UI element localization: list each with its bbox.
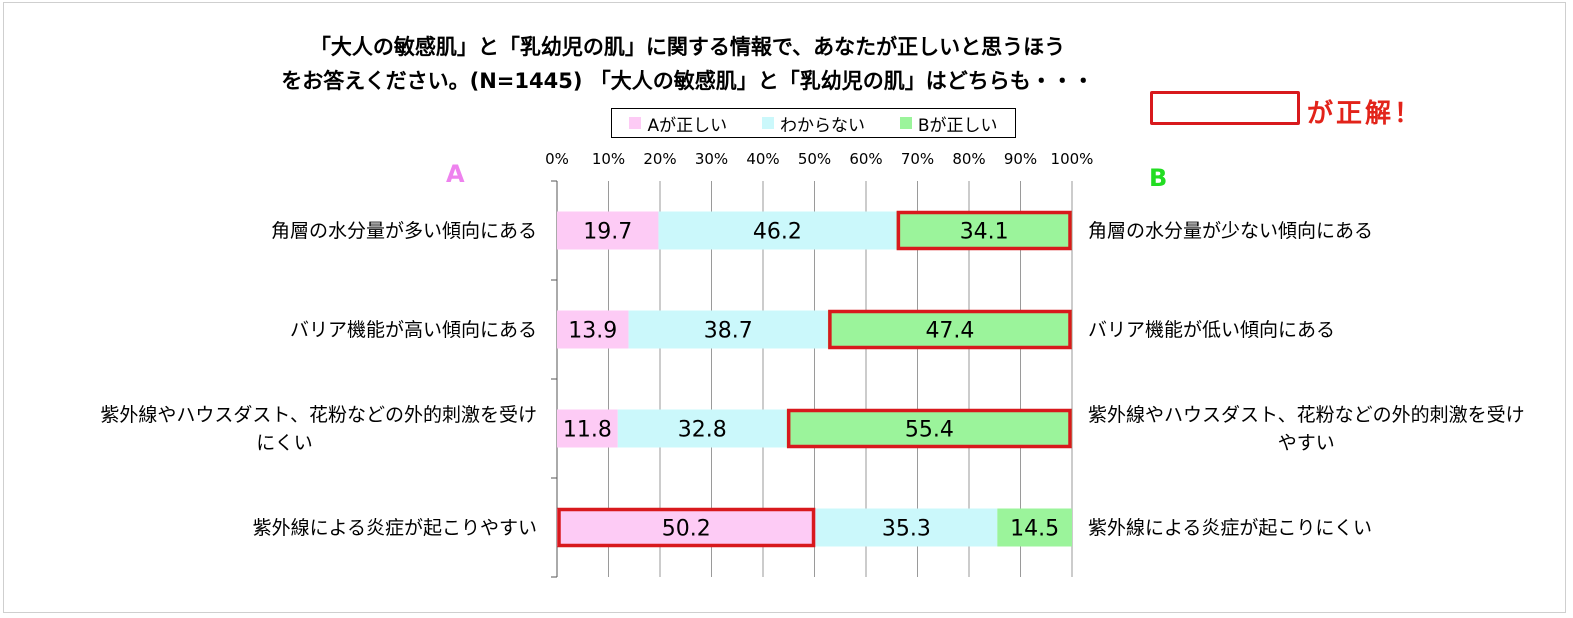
x-tick-label: 10% — [592, 150, 625, 168]
bar-segment-b — [786, 409, 1072, 448]
bar-segment-a — [557, 409, 618, 448]
legend-item-a: Aが正しい — [629, 111, 727, 136]
category-label-a: 紫外線やハウスダスト、花粉などの外的刺激を受け にくい — [100, 403, 537, 454]
bar-segment-a — [557, 508, 816, 547]
x-tick-label: 0% — [545, 150, 569, 168]
category-label-b: バリア機能が低い傾向にある — [1088, 318, 1336, 341]
bar-segment-b — [896, 211, 1072, 250]
legend-swatch-a — [629, 117, 642, 129]
category-label-b: 紫外線やハウスダスト、花粉などの外的刺激を受け やすい — [1088, 403, 1525, 454]
data-label-b: 34.1 — [960, 220, 1009, 245]
bar-segment-unknown — [628, 310, 828, 349]
chart-title-line-2: をお答えください。(N=1445) 「大人の敏感肌」と「乳幼児の肌」はどちらも・… — [281, 69, 1094, 93]
bar-segment-unknown — [815, 508, 998, 547]
column-head-a: A — [446, 160, 465, 188]
category-label-a: 紫外線による炎症が起こりやすい — [252, 516, 537, 539]
correct-answer-highlight — [786, 408, 1072, 449]
x-tick-label: 80% — [952, 150, 985, 168]
bar-segment-unknown — [617, 409, 787, 448]
data-label-unknown: 38.7 — [704, 319, 753, 344]
legend-swatch-b — [899, 117, 912, 129]
category-label-a: バリア機能が高い傾向にある — [289, 318, 537, 341]
legend-item-unknown: わからない — [761, 111, 865, 136]
legend-item-b: Bが正しい — [899, 111, 998, 136]
x-tick-label: 60% — [849, 150, 882, 168]
bar-segment-a — [557, 211, 659, 250]
data-label-b: 55.4 — [905, 418, 954, 443]
data-label-a: 50.2 — [662, 517, 711, 542]
x-tick-label: 100% — [1051, 150, 1094, 168]
data-label-b: 14.5 — [1010, 517, 1059, 542]
bar-segment-unknown — [658, 211, 897, 250]
answer-key-box — [1150, 91, 1300, 125]
category-label-b: 紫外線による炎症が起こりにくい — [1088, 516, 1373, 539]
data-label-unknown: 46.2 — [753, 220, 802, 245]
answer-note: が正解！ — [1307, 99, 1424, 129]
x-tick-label: 30% — [695, 150, 728, 168]
x-tick-label: 70% — [901, 150, 934, 168]
bar-segment-a — [557, 310, 629, 349]
correct-answer-highlight — [828, 309, 1072, 350]
legend: Aが正しい わからない Bが正しい — [611, 108, 1016, 138]
bar-segment-b — [827, 310, 1072, 349]
data-label-a: 19.7 — [583, 220, 632, 245]
bar-segment-b — [997, 508, 1072, 547]
data-label-a: 13.9 — [568, 319, 617, 344]
data-label-unknown: 35.3 — [882, 517, 931, 542]
category-label-b: 角層の水分量が少ない傾向にある — [1088, 219, 1374, 242]
legend-swatch-unknown — [761, 117, 774, 129]
column-head-b: B — [1149, 164, 1168, 192]
data-label-b: 47.4 — [925, 319, 974, 344]
x-tick-label: 50% — [798, 150, 831, 168]
x-tick-label: 90% — [1004, 150, 1037, 168]
correct-answer-highlight — [896, 210, 1072, 251]
legend-label-a: Aが正しい — [647, 115, 728, 136]
data-label-unknown: 32.8 — [678, 418, 727, 443]
data-label-a: 11.8 — [563, 418, 612, 443]
legend-label-b: Bが正しい — [917, 115, 998, 136]
correct-answer-highlight — [557, 507, 816, 548]
x-tick-label: 40% — [746, 150, 779, 168]
chart-title-line-1: 「大人の敏感肌」と「乳幼児の肌」に関する情報で、あなたが正しいと思うほう — [309, 35, 1066, 59]
legend-label-unknown: わからない — [779, 115, 865, 136]
x-tick-label: 20% — [643, 150, 676, 168]
category-label-a: 角層の水分量が多い傾向にある — [270, 219, 537, 242]
